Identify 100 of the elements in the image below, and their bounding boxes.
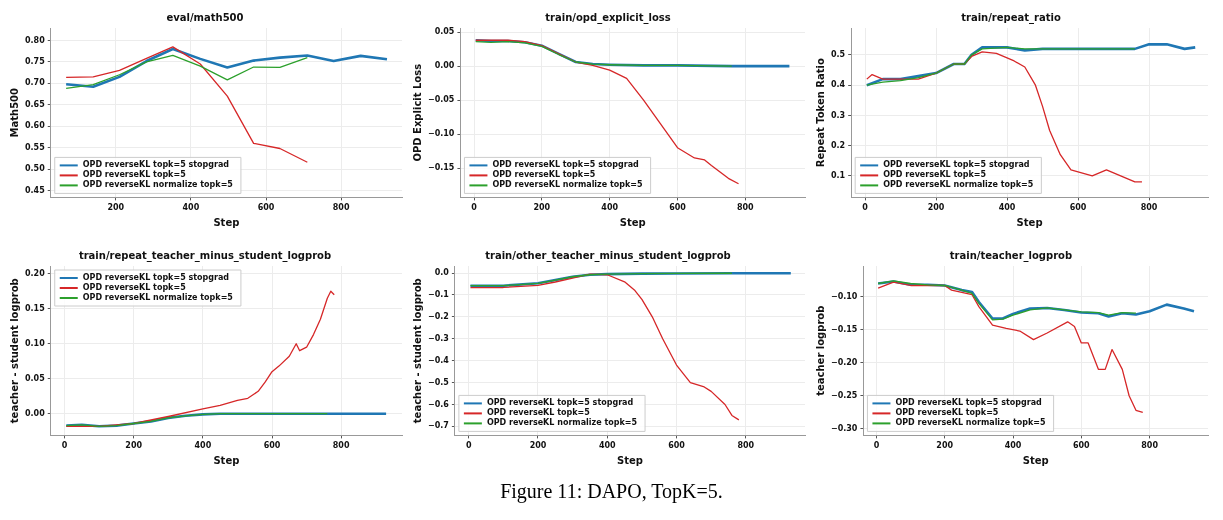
chart-title: train/teacher_logprob (949, 249, 1073, 262)
y-tick-label: 0.2 (831, 140, 846, 150)
legend-label: OPD reverseKL normalize topk=5 (883, 180, 1034, 190)
x-axis-title: Step (616, 454, 643, 466)
legend-label: OPD reverseKL topk=5 stopgrad (492, 160, 640, 170)
x-tick-label: 0 (465, 441, 472, 451)
x-tick-label: 600 (669, 203, 687, 213)
x-axis-title: Step (213, 216, 240, 228)
chart-title: eval/math500 (166, 11, 244, 23)
y-tick-label: 0.05 (434, 27, 455, 37)
y-tick-label: −0.1 (428, 290, 450, 300)
y-tick-label: 0.20 (24, 268, 46, 278)
x-axis-title: Step (213, 454, 240, 466)
y-tick-label: 0.50 (24, 164, 46, 174)
y-tick-label: −0.20 (830, 357, 858, 367)
x-tick-label: 200 (927, 203, 945, 213)
y-tick-label: 0.60 (24, 121, 46, 131)
legend-label: OPD reverseKL topk=5 (486, 408, 591, 418)
legend-label: OPD reverseKL topk=5 stopgrad (82, 273, 230, 283)
y-tick-label: −0.7 (428, 421, 449, 431)
legend-label: OPD reverseKL topk=5 (492, 170, 596, 180)
x-tick-label: 200 (107, 203, 125, 213)
chart-title: train/other_teacher_minus_student_logprob (485, 249, 731, 262)
x-tick-label: 200 (529, 441, 547, 451)
y-axis-title: teacher - student logprob (8, 278, 20, 424)
y-tick-label: 0.65 (24, 99, 46, 109)
x-tick-label: 600 (263, 441, 281, 451)
legend-label: OPD reverseKL topk=5 stopgrad (883, 160, 1030, 170)
x-axis-title: Step (1016, 216, 1043, 228)
x-tick-label: 800 (332, 441, 350, 451)
y-tick-label: 0.0 (434, 268, 450, 278)
x-tick-label: 400 (1004, 441, 1022, 451)
x-tick-label: 800 (1141, 441, 1159, 451)
x-tick-label: 0 (862, 203, 869, 213)
x-tick-label: 0 (471, 203, 478, 213)
x-tick-label: 400 (182, 203, 200, 213)
y-tick-label: −0.10 (427, 129, 455, 139)
x-tick-label: 400 (598, 441, 617, 451)
chart-title: train/opd_explicit_loss (545, 11, 671, 24)
legend-label: OPD reverseKL normalize topk=5 (82, 180, 234, 190)
y-axis-title: teacher - student logprob (411, 278, 423, 424)
x-tick-label: 600 (668, 441, 686, 451)
legend-label: OPD reverseKL topk=5 (895, 408, 999, 418)
x-tick-label: 400 (601, 203, 619, 213)
legend-label: OPD reverseKL topk=5 (883, 170, 987, 180)
legend-label: OPD reverseKL normalize topk=5 (82, 293, 234, 303)
y-tick-label: 0.4 (831, 80, 846, 90)
y-tick-label: 0.5 (831, 50, 846, 59)
y-tick-label: −0.30 (830, 423, 858, 433)
x-tick-label: 800 (1140, 203, 1158, 213)
x-tick-label: 600 (1072, 441, 1091, 451)
y-tick-label: −0.15 (830, 324, 858, 334)
legend-label: OPD reverseKL topk=5 (82, 170, 187, 180)
y-axis-title: Repeat Token Ratio (814, 58, 826, 168)
y-tick-label: 0.75 (24, 56, 46, 66)
y-tick-label: 0.15 (24, 303, 46, 313)
y-tick-label: 0.10 (24, 338, 46, 348)
y-tick-label: −0.6 (428, 399, 450, 409)
legend-label: OPD reverseKL normalize topk=5 (492, 180, 644, 190)
x-tick-label: 800 (332, 203, 350, 213)
y-tick-label: −0.2 (428, 311, 449, 321)
y-tick-label: −0.5 (428, 377, 450, 387)
legend-label: OPD reverseKL normalize topk=5 (486, 418, 638, 428)
x-tick-label: 800 (736, 203, 755, 213)
y-tick-label: 0.3 (831, 110, 846, 120)
x-tick-label: 400 (194, 441, 212, 451)
y-tick-label: 0.05 (24, 373, 46, 383)
legend-label: OPD reverseKL topk=5 stopgrad (486, 398, 634, 408)
x-tick-label: 800 (737, 441, 755, 451)
legend-label: OPD reverseKL topk=5 stopgrad (82, 160, 230, 170)
x-axis-title: Step (619, 216, 646, 228)
chart-title: train/repeat_ratio (961, 11, 1061, 24)
y-tick-label: 0.55 (24, 142, 46, 152)
y-tick-label: −0.25 (830, 390, 858, 400)
y-tick-label: −0.05 (427, 95, 455, 105)
x-tick-label: 600 (1069, 203, 1087, 213)
x-tick-label: 200 (936, 441, 954, 451)
legend-label: OPD reverseKL normalize topk=5 (895, 418, 1047, 428)
y-tick-label: 0.00 (434, 61, 455, 71)
legend-label: OPD reverseKL topk=5 (82, 283, 187, 293)
x-tick-label: 600 (257, 203, 275, 213)
y-tick-label: 0.45 (24, 185, 46, 195)
x-tick-label: 200 (533, 203, 551, 213)
y-tick-label: −0.10 (830, 291, 858, 301)
y-tick-label: 0.80 (24, 35, 46, 45)
y-axis-title: OPD Explicit Loss (411, 63, 423, 162)
y-tick-label: −0.4 (428, 355, 450, 365)
chart-title: train/repeat_teacher_minus_student_logprob (78, 249, 332, 262)
x-tick-label: 400 (998, 203, 1016, 213)
y-tick-label: 0.1 (831, 171, 846, 180)
y-axis-title: teacher logprob (814, 305, 826, 396)
y-tick-label: −0.15 (427, 163, 455, 173)
y-tick-label: 0.00 (24, 408, 46, 418)
y-axis-title: Math500 (8, 87, 20, 138)
y-tick-label: −0.3 (428, 333, 449, 343)
legend-label: OPD reverseKL topk=5 stopgrad (895, 398, 1043, 408)
x-tick-label: 200 (125, 441, 143, 451)
x-tick-label: 0 (61, 441, 68, 451)
x-tick-label: 0 (873, 441, 880, 451)
caption: Figure 11: DAPO, TopK=5. (499, 480, 724, 503)
